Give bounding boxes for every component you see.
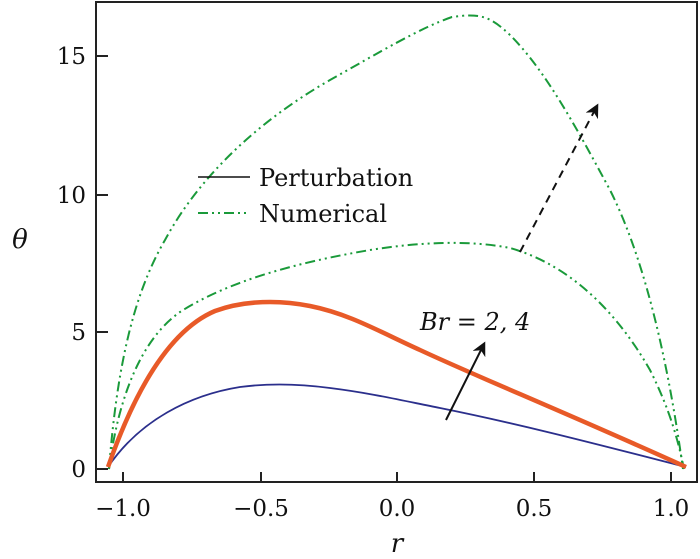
legend-numerical-label: Numerical <box>259 200 387 228</box>
legend: Perturbation Numerical <box>198 164 413 228</box>
perturbation-br4-curve <box>105 299 687 470</box>
numerical-br2-curve <box>108 241 685 470</box>
x-tick-label: 0.5 <box>516 496 553 522</box>
br-annotation: Br = 2, 4 <box>419 308 530 336</box>
y-axis-ticks <box>96 55 108 470</box>
x-tick-label: −1.0 <box>95 496 151 522</box>
br-annotation-text: Br = 2, 4 <box>419 308 530 336</box>
y-tick-label: 15 <box>57 44 86 70</box>
x-tick-label: −0.5 <box>233 496 289 522</box>
y-tick-label: 0 <box>71 457 86 483</box>
numerical-increase-arrow <box>519 103 599 253</box>
x-axis-ticks <box>122 472 672 482</box>
y-tick-label: 10 <box>57 183 86 209</box>
br-increase-arrow <box>445 341 486 421</box>
x-tick-label: 1.0 <box>653 496 690 522</box>
x-axis-title: r <box>391 529 405 559</box>
x-tick-label: 0.0 <box>379 496 416 522</box>
y-tick-label: 5 <box>71 320 86 346</box>
numerical-br4-curve <box>108 14 684 470</box>
y-axis-title: θ <box>12 225 28 255</box>
legend-perturbation-label: Perturbation <box>259 164 413 192</box>
perturbation-br2-curve <box>107 383 687 468</box>
plot-frame <box>95 1 698 483</box>
